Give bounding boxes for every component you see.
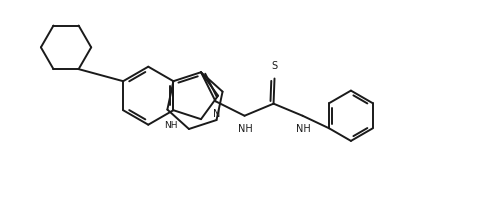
Text: N: N <box>213 109 220 119</box>
Text: NH: NH <box>164 121 178 130</box>
Text: NH: NH <box>238 124 253 134</box>
Text: NH: NH <box>296 124 311 134</box>
Text: S: S <box>271 61 277 71</box>
